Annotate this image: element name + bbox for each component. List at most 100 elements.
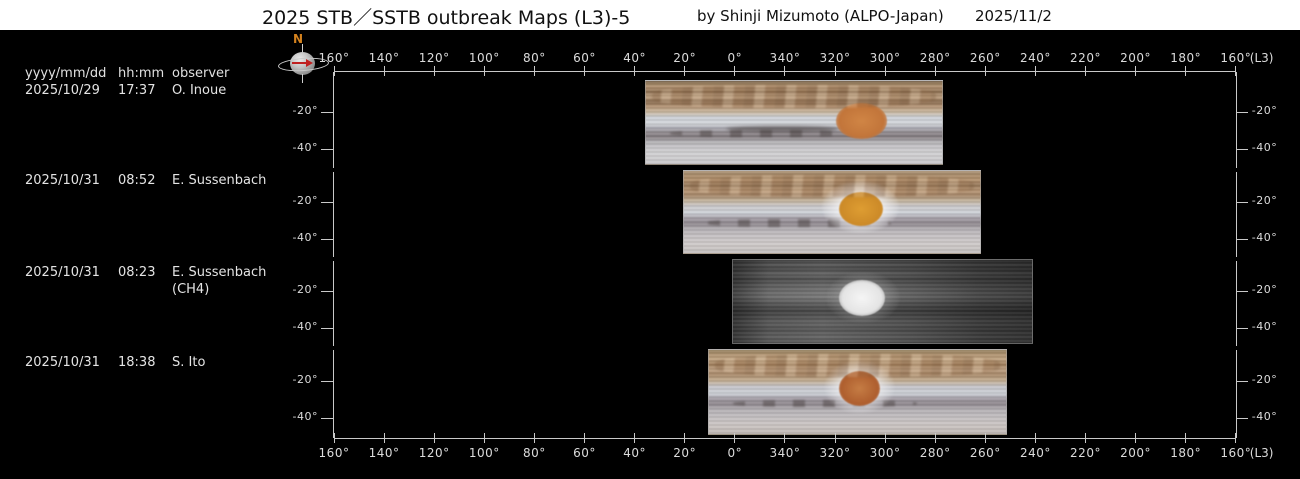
observation-time: 08:23 xyxy=(118,265,156,280)
jupiter-map-strip-1 xyxy=(645,80,943,165)
longitude-tick-bottom xyxy=(333,433,335,443)
longitude-tick-top xyxy=(834,66,836,76)
longitude-label-bottom: 20° xyxy=(673,446,697,460)
latitude-label-left: -20° xyxy=(292,373,318,386)
longitude-tick-top xyxy=(483,66,485,76)
longitude-label-top: 160° xyxy=(318,51,350,65)
longitude-label-bottom: 260° xyxy=(969,446,1001,460)
longitude-tick-bottom xyxy=(784,433,786,443)
latitude-label-right: -40° xyxy=(1251,320,1278,333)
dark-spot-chain xyxy=(669,129,854,138)
latitude-axis-right xyxy=(1235,172,1237,257)
longitude-tick-top xyxy=(1235,66,1237,76)
north-direction-label: N xyxy=(293,32,304,46)
observation-row: 2025/10/29 17:37 O. Inoue xyxy=(0,83,300,123)
latitude-axis-left xyxy=(333,172,334,257)
longitude-label-bottom: 160° xyxy=(1220,446,1252,460)
longitude-tick-top xyxy=(984,66,986,76)
observation-row: 2025/10/31 18:38 S. Ito xyxy=(0,355,300,395)
longitude-label-top: 0° xyxy=(727,51,743,65)
longitude-label-top: 340° xyxy=(769,51,801,65)
observation-date: 2025/10/29 xyxy=(25,83,100,98)
longitude-label-top: 280° xyxy=(919,51,951,65)
latitude-axis-left xyxy=(333,261,334,346)
observation-row: 2025/10/31 08:52 E. Sussenbach xyxy=(0,173,300,213)
latitude-tick-left xyxy=(321,149,333,150)
latitude-tick-right xyxy=(1235,328,1248,329)
longitude-tick-bottom xyxy=(433,433,435,443)
longitude-tick-bottom xyxy=(1185,433,1187,443)
longitude-label-top: 260° xyxy=(969,51,1001,65)
dark-spot-chain xyxy=(732,399,917,408)
observation-observer: S. Ito xyxy=(172,355,206,370)
longitude-tick-bottom xyxy=(734,433,736,443)
observation-observer: E. Sussenbach xyxy=(172,173,267,188)
longitude-label-bottom: 160° xyxy=(318,446,350,460)
latitude-label-right: -40° xyxy=(1251,231,1278,244)
longitude-label-top: 20° xyxy=(673,51,697,65)
observation-observer: E. Sussenbach xyxy=(172,265,267,280)
latitude-tick-right xyxy=(1235,112,1248,113)
longitude-tick-bottom xyxy=(1235,433,1237,443)
latitude-tick-left xyxy=(321,418,333,419)
longitude-tick-top xyxy=(433,66,435,76)
dark-spot-chain xyxy=(707,219,892,227)
latitude-tick-right xyxy=(1235,418,1248,419)
latitude-axis-left xyxy=(333,350,334,438)
longitude-tick-bottom xyxy=(884,433,886,443)
latitude-label-right: -20° xyxy=(1251,104,1278,117)
observation-row: 2025/10/31 08:23 E. Sussenbach (CH4) xyxy=(0,265,300,305)
longitude-tick-top xyxy=(533,66,535,76)
longitude-label-top: 180° xyxy=(1170,51,1202,65)
longitude-system-label-bottom: (L3) xyxy=(1249,446,1274,460)
longitude-label-bottom: 280° xyxy=(919,446,951,460)
longitude-tick-top xyxy=(884,66,886,76)
date-column-header: yyyy/mm/dd xyxy=(25,66,107,81)
longitude-tick-top xyxy=(1034,66,1036,76)
observation-time: 18:38 xyxy=(118,355,156,370)
latitude-tick-right xyxy=(1235,202,1248,203)
longitude-tick-bottom xyxy=(533,433,535,443)
longitude-label-top: 40° xyxy=(623,51,646,65)
longitude-label-top: 320° xyxy=(819,51,851,65)
longitude-label-bottom: 40° xyxy=(623,446,646,460)
longitude-label-top: 60° xyxy=(573,51,596,65)
figure-title: 2025 STB／SSTB outbreak Maps (L3)-5 xyxy=(262,7,631,29)
latitude-label-left: -40° xyxy=(292,410,318,423)
longitude-tick-bottom xyxy=(584,433,585,443)
longitude-label-top: 120° xyxy=(418,51,450,65)
longitude-tick-bottom xyxy=(1034,433,1036,443)
rotation-direction-arrow-icon xyxy=(292,62,307,64)
latitude-tick-left xyxy=(321,112,333,113)
longitude-tick-bottom xyxy=(984,433,986,443)
latitude-tick-left xyxy=(321,291,333,292)
longitude-tick-top xyxy=(584,66,585,76)
longitude-tick-bottom xyxy=(634,433,636,443)
figure-date: 2025/11/2 xyxy=(975,7,1052,25)
latitude-label-right: -40° xyxy=(1251,141,1278,154)
latitude-label-left: -20° xyxy=(292,194,318,207)
longitude-tick-top xyxy=(1135,66,1137,76)
observation-date: 2025/10/31 xyxy=(25,355,100,370)
time-column-header: hh:mm xyxy=(118,66,165,81)
great-red-spot xyxy=(838,371,881,407)
latitude-axis-right xyxy=(1235,350,1237,438)
great-red-spot xyxy=(838,191,883,226)
latitude-axis-right xyxy=(1235,72,1237,168)
latitude-tick-left xyxy=(321,381,333,382)
latitude-label-left: -40° xyxy=(292,141,318,154)
latitude-label-right: -40° xyxy=(1251,410,1278,423)
longitude-label-bottom: 60° xyxy=(573,446,596,460)
observation-observer: O. Inoue xyxy=(172,83,227,98)
rotation-axis-icon xyxy=(302,74,303,83)
observation-table-header: yyyy/mm/dd hh:mm observer xyxy=(0,66,300,106)
longitude-tick-top xyxy=(1085,66,1086,76)
longitude-tick-top xyxy=(784,66,786,76)
longitude-label-top: 80° xyxy=(523,51,546,65)
latitude-tick-left xyxy=(321,202,333,203)
longitude-label-bottom: 120° xyxy=(418,446,450,460)
observation-date: 2025/10/31 xyxy=(25,173,100,188)
longitude-tick-bottom xyxy=(1085,433,1086,443)
latitude-tick-left xyxy=(321,328,333,329)
longitude-label-top: 100° xyxy=(468,51,500,65)
